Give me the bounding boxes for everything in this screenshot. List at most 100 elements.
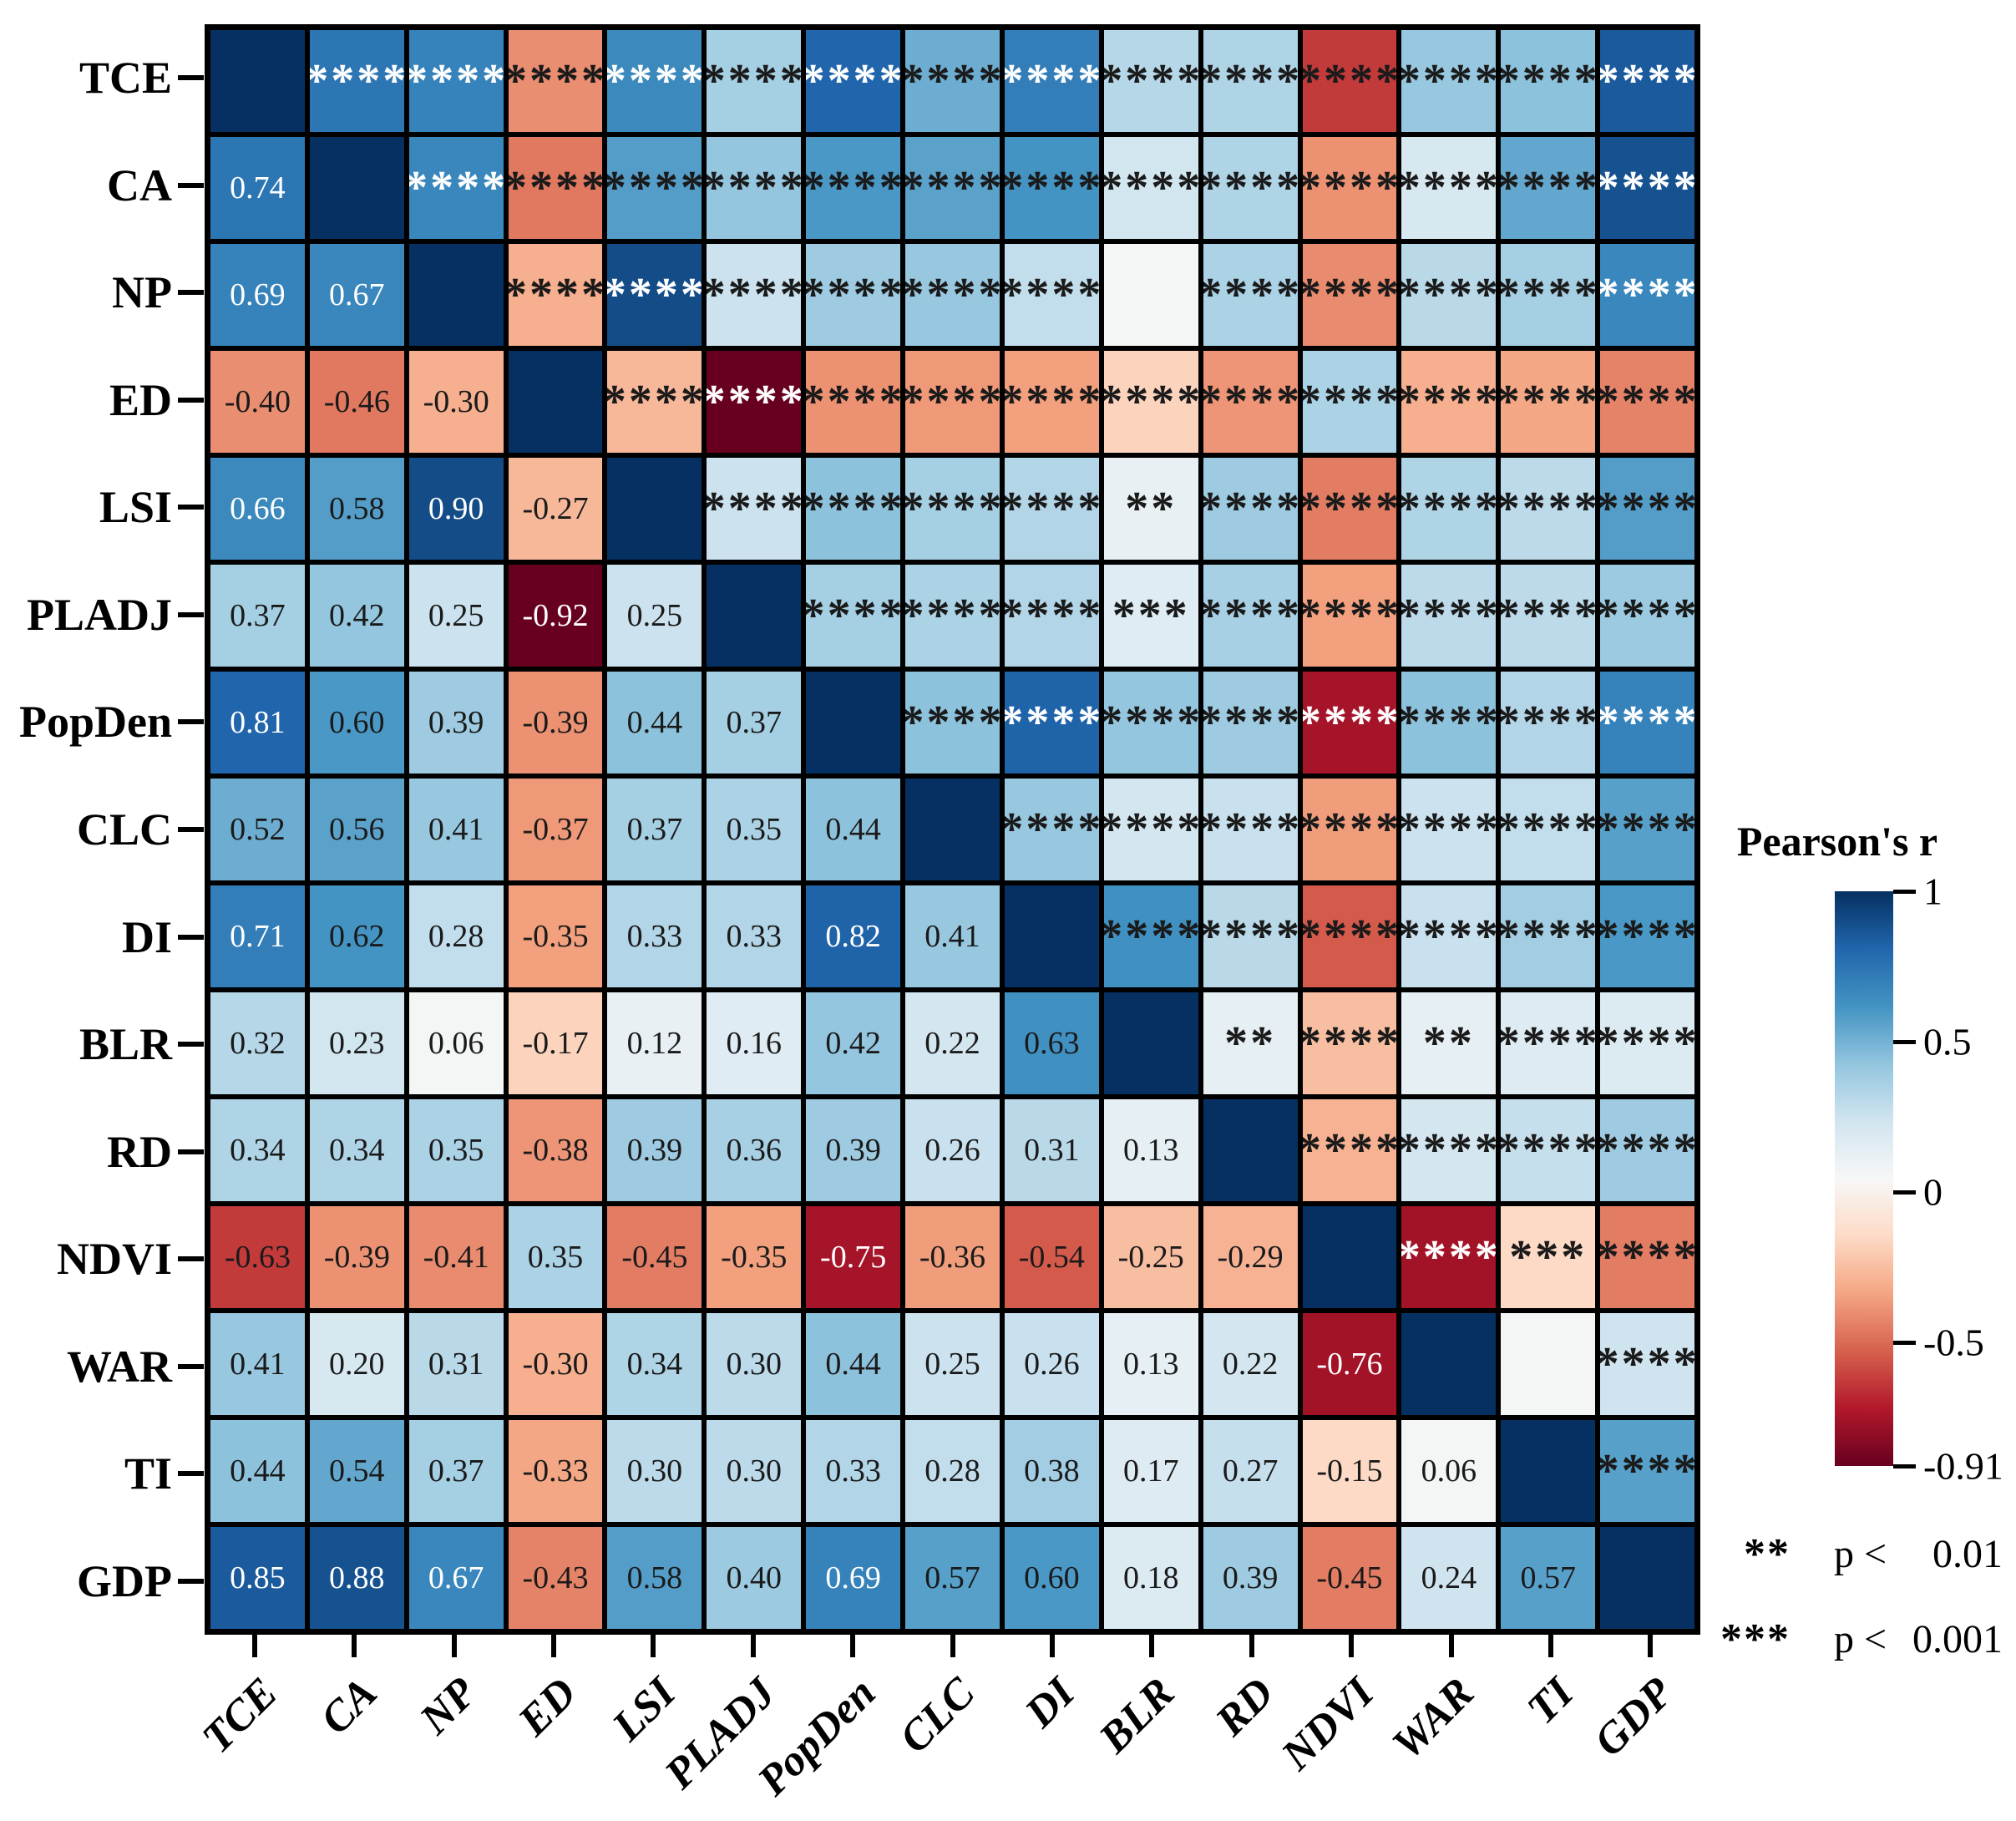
heatmap-cell: **** [408,137,504,239]
heatmap-cell: 0.37 [707,672,802,774]
heatmap-cell: **** [1302,565,1397,667]
heatmap-cell: **** [1401,244,1497,346]
significance-stars: **** [1401,910,1497,962]
heatmap-cell: 0.42 [806,992,901,1094]
significance-stars: **** [1302,589,1397,642]
y-axis-label-NP: NP [112,267,172,318]
significance-stars: **** [707,161,802,214]
heatmap-cell: 0.39 [607,1099,702,1201]
significance-stars: **** [1103,696,1198,748]
cell-value: 0.58 [626,1560,683,1595]
heatmap-cell: **** [1501,351,1596,453]
significance-stars: **** [508,54,603,107]
heatmap-cell: -0.76 [1302,1313,1397,1415]
y-axis-label-WAR: WAR [66,1341,172,1392]
significance-stars: **** [1302,1124,1397,1176]
heatmap-grid: **** **** **** **** **** **** **** **** **** ****… [205,24,1700,1635]
significance-stars: **** [1501,375,1596,428]
heatmap-cell: -0.36 [905,1206,1000,1308]
significance-stars: **** [1103,803,1198,855]
significance-stars: **** [508,268,603,321]
heatmap-cell: **** [905,244,1000,346]
cell-value: 0.20 [329,1347,385,1382]
heatmap-cell: **** [707,351,802,453]
significance-stars: **** [1401,161,1497,214]
heatmap-cell: -0.41 [408,1206,504,1308]
significance-stars: **** [905,54,1000,107]
y-tick [178,75,204,81]
heatmap-cell: 0.67 [408,1527,504,1629]
cell-value: 0.88 [329,1560,385,1595]
heatmap-cell: 0.37 [607,779,702,880]
cell-value: -0.35 [522,919,589,954]
x-tick [451,1635,457,1657]
cell-value: 0.06 [1421,1453,1477,1489]
cell-value: 0.62 [329,919,385,954]
heatmap-cell: 0.60 [309,672,404,774]
heatmap-cell: -0.25 [1103,1206,1198,1308]
cell-value: -0.37 [522,812,589,847]
heatmap-cell: **** [707,244,802,346]
heatmap-cell: **** [1203,244,1298,346]
cell-value: -0.30 [522,1347,589,1382]
x-axis-label-BLR: BLR [1090,1668,1184,1763]
cell-value: 0.39 [1222,1560,1279,1595]
heatmap-cell: **** [1401,1099,1497,1201]
cell-value: 0.40 [726,1560,783,1595]
significance-stars: **** [905,589,1000,642]
heatmap-cell: 0.35 [508,1206,603,1308]
cell-value: 0.13 [1122,1347,1179,1382]
significance-stars: **** [905,161,1000,214]
colorbar-tick [1893,1340,1916,1345]
heatmap-cell: **** [1302,30,1397,132]
y-axis-label-LSI: LSI [99,482,172,533]
cell-value: 0.32 [230,1026,286,1061]
cell-value: 0.24 [1421,1560,1477,1595]
cell-value: 0.12 [626,1026,683,1061]
significance-stars: **** [1501,589,1596,642]
cell-value: -0.36 [919,1240,986,1275]
cell-value: -0.35 [721,1240,788,1275]
x-axis-label-TI: TI [1518,1668,1583,1733]
x-axis-label-NDVI: NDVI [1273,1668,1384,1780]
cell-value: 0.22 [1222,1347,1279,1382]
heatmap-cell: **** [1600,351,1694,453]
y-tick [178,397,204,403]
heatmap-cell: **** [1203,885,1298,987]
heatmap-cell: -0.40 [210,351,305,453]
cell-value: 0.33 [626,919,683,954]
heatmap-cell: -0.15 [1302,1420,1397,1522]
heatmap-cell: **** [905,351,1000,453]
significance-stars: **** [1401,375,1497,428]
y-axis-labels: TCE CA NP ED LSI PLADJ PopDen CLC DI BLR RD NDVI WAR… [0,24,172,1635]
heatmap-cell: **** [806,565,901,667]
heatmap-cell: 0.37 [408,1420,504,1522]
cell-value: 0.52 [230,812,286,847]
heatmap-cell: *** [1103,565,1198,667]
significance-stars: **** [806,268,901,321]
heatmap-cell: -0.63 [210,1206,305,1308]
cell-value: 0.28 [428,919,484,954]
heatmap-cell: **** [1203,30,1298,132]
cell-value: 0.28 [924,1453,980,1489]
heatmap-cell: -0.29 [1203,1206,1298,1308]
heatmap-cell: **** [508,30,603,132]
cell-value: -0.92 [522,598,589,633]
cell-value: -0.39 [522,705,589,740]
heatmap-cell [1501,1420,1596,1522]
y-tick [178,934,204,940]
p-legend-stars: *** [1720,1615,1791,1663]
heatmap-cell: 0.85 [210,1527,305,1629]
significance-stars: **** [1302,268,1397,321]
cell-value: 0.90 [428,491,484,526]
heatmap-cell: **** [1501,458,1596,560]
significance-stars: **** [607,54,702,107]
p-legend-row: *** p < 0.001 [1705,1610,2003,1668]
cell-value: 0.26 [924,1133,980,1168]
x-tick [850,1635,856,1657]
heatmap-cell: **** [1401,351,1497,453]
significance-stars: **** [1203,696,1298,748]
cell-value: 0.41 [924,919,980,954]
x-tick [1648,1635,1654,1657]
cell-value: -0.63 [224,1240,291,1275]
